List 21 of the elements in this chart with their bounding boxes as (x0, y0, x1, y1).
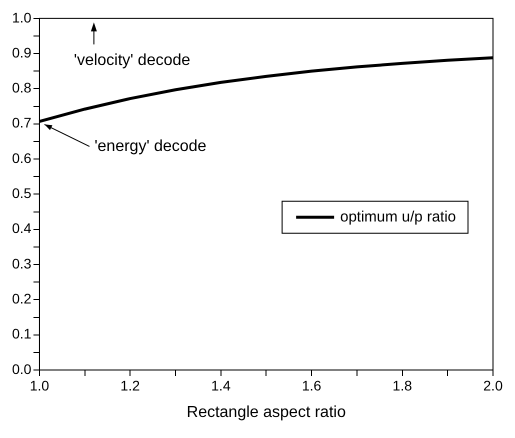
y-tick-label: 0.1 (12, 326, 32, 342)
y-tick-label: 0.7 (12, 114, 32, 131)
y-tick-label: 0.3 (12, 255, 32, 272)
y-tick-label: 0.9 (12, 44, 32, 60)
y-tick-label: 1.0 (12, 9, 32, 26)
x-tick-label: 1.8 (392, 377, 412, 394)
x-tick-label: 2.0 (483, 377, 503, 394)
y-tick-label: 0.6 (12, 150, 32, 166)
y-tick-label: 0.0 (12, 360, 32, 377)
y-tick-label: 0.5 (12, 185, 32, 202)
x-tick-label: 1.4 (211, 377, 231, 394)
annotation: 'velocity' decode (74, 52, 190, 69)
y-tick-label: 0.4 (12, 220, 32, 236)
x-axis-title: Rectangle aspect ratio (186, 404, 346, 421)
x-tick-label: 1.0 (30, 377, 50, 394)
annotation: 'energy' decode (94, 138, 207, 155)
legend-label: optimum u/p ratio (340, 208, 456, 226)
x-tick-label: 1.6 (302, 377, 322, 394)
y-tick-label: 0.2 (12, 290, 32, 307)
x-tick-label: 1.2 (120, 377, 140, 394)
y-tick-label: 0.8 (12, 80, 32, 96)
